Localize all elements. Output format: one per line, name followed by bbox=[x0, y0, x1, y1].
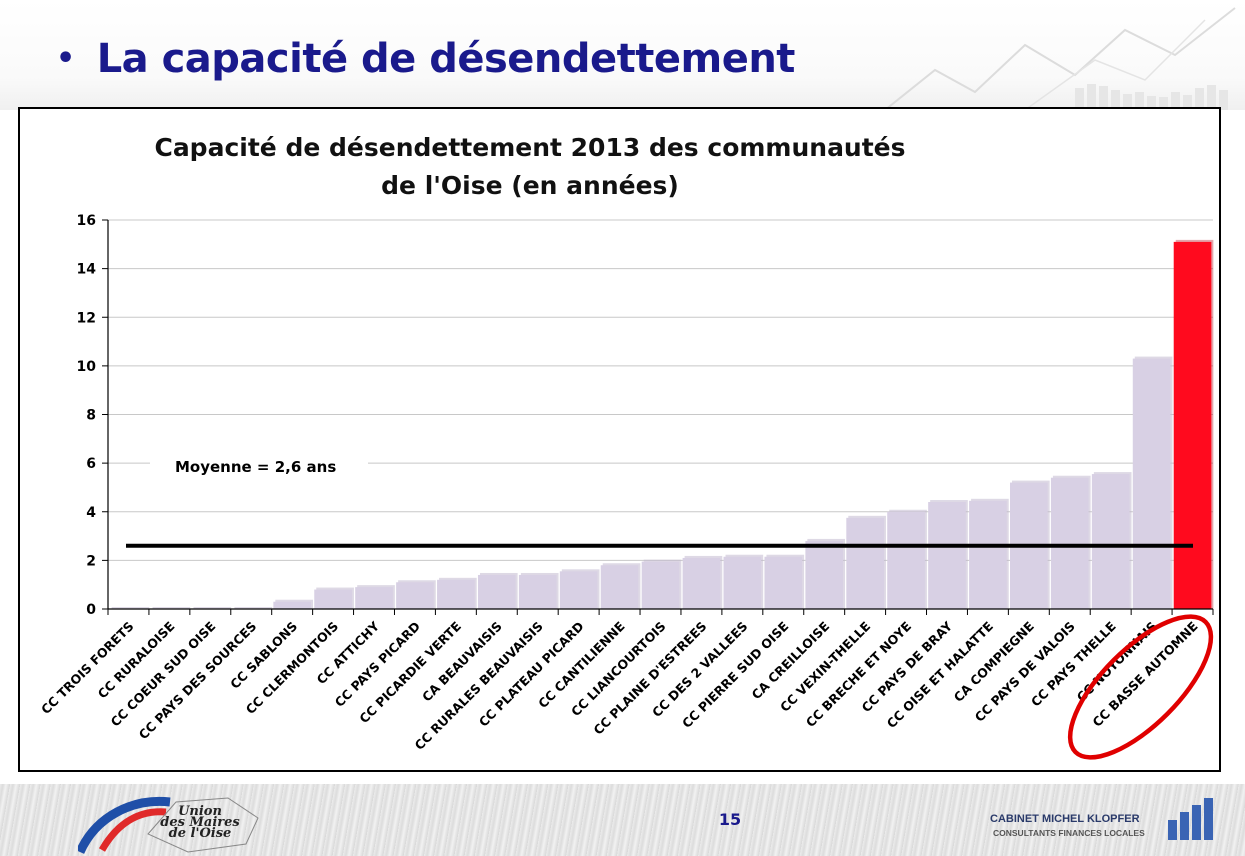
logo-line-3: de l'Oise bbox=[168, 826, 232, 841]
bar bbox=[764, 556, 803, 609]
bar bbox=[559, 571, 598, 609]
bar bbox=[437, 579, 475, 609]
bar bbox=[314, 589, 352, 609]
chart-frame: Capacité de désendettement 2013 des comm… bbox=[18, 107, 1221, 772]
logo-line-2: des Maires bbox=[160, 815, 240, 830]
bar bbox=[846, 517, 884, 609]
union-maires-logo-text: Union des Maires de l'Oise bbox=[150, 804, 250, 841]
cabinet-logo-bars-icon bbox=[1168, 798, 1213, 840]
bar bbox=[1050, 477, 1089, 609]
y-tick-label: 12 bbox=[77, 310, 96, 326]
bar-shadow bbox=[193, 607, 232, 609]
cabinet-subtitle: CONSULTANTS FINANCES LOCALES bbox=[993, 828, 1145, 838]
y-tick-label: 16 bbox=[77, 213, 96, 229]
bar-shadow bbox=[152, 607, 191, 609]
rising-chart-decoration bbox=[884, 7, 1236, 110]
slide-header: • La capacité de désendettement bbox=[0, 0, 1245, 110]
slide-footer bbox=[0, 784, 1245, 856]
slide-title-text: La capacité de désendettement bbox=[96, 36, 796, 82]
bar bbox=[396, 582, 434, 609]
bar bbox=[928, 502, 966, 609]
bar bbox=[682, 557, 721, 609]
page-number: 15 bbox=[718, 810, 742, 829]
chart-title: Capacité de désendettement 2013 des comm… bbox=[154, 133, 906, 200]
mean-label: Moyenne = 2,6 ans bbox=[175, 458, 336, 476]
bar bbox=[477, 574, 516, 609]
mean-label-background bbox=[150, 449, 368, 483]
bar bbox=[1132, 358, 1171, 609]
y-tick-label: 2 bbox=[86, 553, 96, 569]
bar bbox=[805, 540, 844, 609]
bar bbox=[641, 561, 680, 609]
y-tick-label: 4 bbox=[86, 505, 96, 521]
union-maires-logo-icon bbox=[78, 796, 259, 854]
y-tick-label: 8 bbox=[86, 408, 96, 424]
bar bbox=[969, 500, 1007, 609]
y-tick-label: 10 bbox=[77, 359, 97, 375]
y-tick-label: 14 bbox=[77, 262, 97, 278]
highlight-circle-annotation bbox=[1067, 614, 1214, 760]
bar bbox=[273, 601, 311, 609]
bar bbox=[518, 574, 557, 609]
y-tick-label: 0 bbox=[86, 602, 96, 618]
y-tick-label: 6 bbox=[86, 456, 96, 472]
bullet: • bbox=[56, 41, 75, 76]
bar-shadow bbox=[234, 607, 273, 609]
logo-line-1: Union bbox=[178, 804, 222, 819]
cabinet-name: CABINET MICHEL KLOPFER bbox=[990, 813, 1140, 825]
bar bbox=[887, 511, 925, 609]
bar bbox=[355, 587, 393, 609]
bar bbox=[723, 556, 762, 609]
bar bbox=[600, 565, 639, 609]
bar-highlight bbox=[1173, 241, 1212, 609]
bar bbox=[1091, 474, 1130, 609]
bar-shadow bbox=[111, 607, 150, 609]
slide-title: • La capacité de désendettement bbox=[56, 36, 795, 82]
